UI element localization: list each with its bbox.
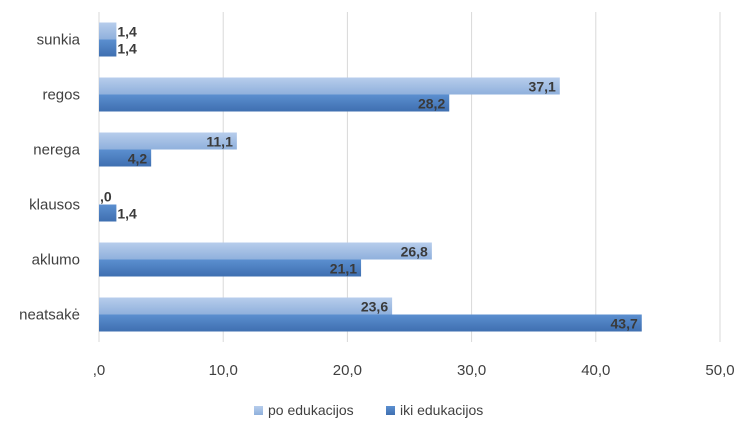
category-label: aklumo (32, 252, 80, 269)
x-tick-label: 20,0 (333, 362, 362, 379)
bar-iki (99, 149, 152, 167)
bar-iki (99, 204, 117, 222)
data-label: 28,2 (418, 96, 445, 112)
bar-iki (99, 39, 117, 57)
data-labels: 1,41,437,128,211,14,2,01,426,821,123,643… (100, 24, 638, 332)
data-label: 1,4 (117, 41, 137, 57)
legend: po edukacijos iki edukacijos (254, 402, 483, 418)
legend-label-iki: iki edukacijos (400, 402, 483, 418)
bar-po (99, 132, 237, 150)
data-label: 1,4 (117, 24, 137, 40)
data-label: 1,4 (117, 206, 137, 222)
bar-iki (99, 94, 450, 112)
x-tick-label: 10,0 (209, 362, 238, 379)
x-tick-label: 30,0 (457, 362, 486, 379)
bar-po (99, 242, 432, 260)
category-label: neatsakė (19, 307, 80, 324)
bar-po (99, 297, 393, 315)
data-label: 26,8 (401, 244, 428, 260)
gridlines (98, 12, 721, 342)
bar-iki (99, 314, 642, 332)
bars (99, 22, 642, 332)
x-tick-label: ,0 (93, 362, 106, 379)
legend-label-po: po edukacijos (268, 402, 354, 418)
data-label: ,0 (100, 189, 112, 205)
data-label: 43,7 (611, 316, 638, 332)
bar-po (99, 77, 560, 95)
category-label: sunkia (37, 32, 81, 49)
category-label: regos (42, 87, 80, 104)
bar-po (99, 22, 117, 40)
data-label: 37,1 (529, 79, 556, 95)
legend-swatch-po (254, 406, 263, 415)
data-label: 11,1 (206, 134, 233, 150)
category-label: nerega (33, 142, 80, 159)
x-tick-label: 40,0 (581, 362, 610, 379)
legend-swatch-iki (386, 406, 395, 415)
category-label: klausos (29, 197, 80, 214)
data-label: 23,6 (361, 299, 388, 315)
x-tick-label: 50,0 (705, 362, 734, 379)
data-label: 21,1 (330, 261, 357, 277)
axes: ,0 10,0 20,0 30,0 40,0 50,0 sunkia regos nerega k… (19, 32, 734, 380)
data-label: 4,2 (128, 151, 148, 167)
bar-iki (99, 259, 362, 277)
